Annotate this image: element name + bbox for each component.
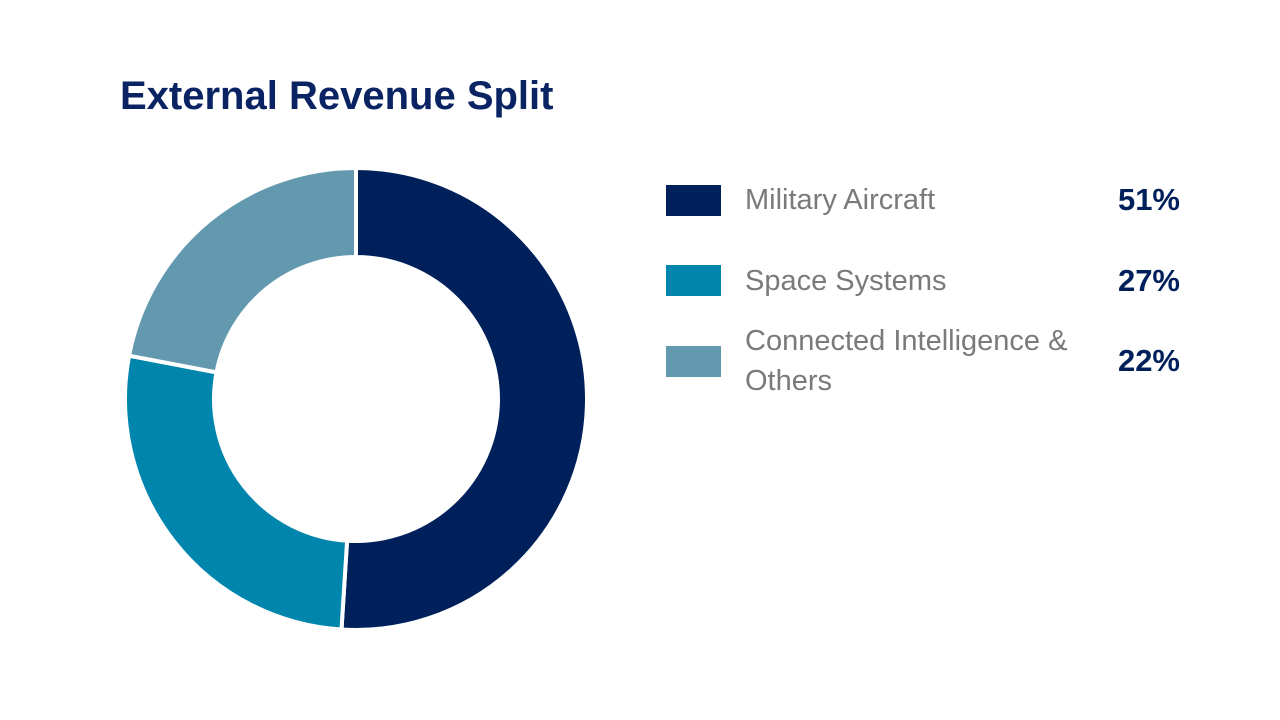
legend-entry: Connected Intelligence & Others 22% <box>666 321 1180 401</box>
legend-label: Connected Intelligence & Others <box>745 325 1068 397</box>
legend-swatch <box>666 345 721 377</box>
legend-swatch <box>666 265 721 296</box>
legend-entry: Military Aircraft 51% <box>666 160 1180 240</box>
legend-label: Space Systems <box>745 264 947 297</box>
donut-slice <box>126 165 358 375</box>
donut-slice <box>123 353 350 632</box>
value-label: 22% <box>1117 343 1180 378</box>
value-label: 27% <box>1117 262 1180 298</box>
donut-slice <box>339 165 589 632</box>
value-label: 51% <box>1117 182 1180 217</box>
legend-entry: Space Systems 27% <box>666 241 1180 321</box>
chart-title: External Revenue Split <box>120 74 554 118</box>
legend-swatch <box>666 184 721 216</box>
legend-label: Military Aircraft <box>745 184 936 216</box>
